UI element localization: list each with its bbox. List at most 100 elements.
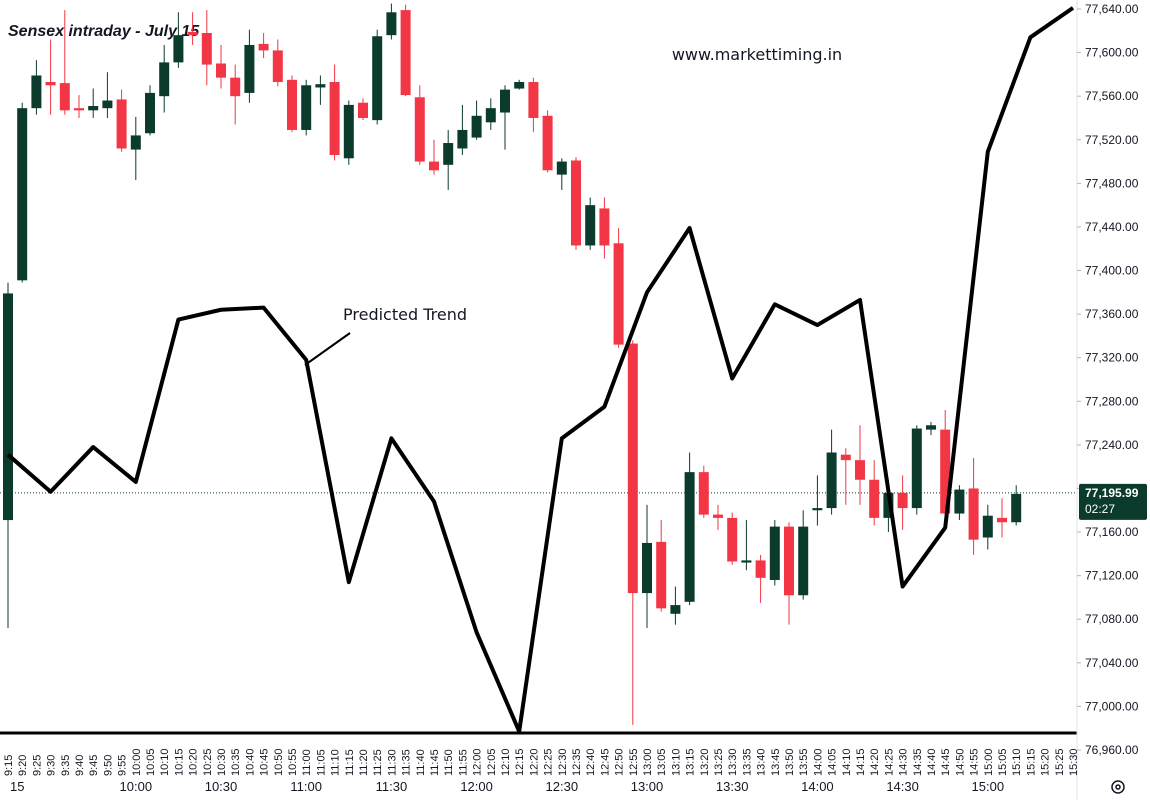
x-tick-label: 14:05 xyxy=(827,748,839,776)
candle-body xyxy=(372,36,383,121)
x-tick-label: 9:25 xyxy=(31,755,43,776)
last-price-label: 77,195.99 xyxy=(1085,486,1139,500)
x-tick-label: 11:05 xyxy=(315,749,327,776)
trend-layer xyxy=(6,6,1075,734)
x-tick-label: 12:50 xyxy=(614,748,626,776)
candle-body xyxy=(670,605,681,614)
x-major-label: 15 xyxy=(10,779,24,794)
last-price-box xyxy=(1079,483,1147,520)
x-tick-label: 14:30 xyxy=(898,748,910,776)
x-tick-label: 12:25 xyxy=(543,748,555,776)
x-tick-label: 11:50 xyxy=(443,749,455,776)
x-tick-label: 15:20 xyxy=(1040,748,1052,776)
candle-body xyxy=(798,526,809,596)
x-tick-label: 9:55 xyxy=(117,755,129,776)
candle-body xyxy=(514,82,525,89)
candle-body xyxy=(855,460,865,480)
x-tick-label: 10:45 xyxy=(259,748,271,776)
candle-body xyxy=(145,92,155,134)
x-tick-label: 14:20 xyxy=(869,748,881,776)
candle-body xyxy=(400,10,411,96)
y-tick-label: 77,160.00 xyxy=(1085,525,1139,539)
candle-body xyxy=(684,472,695,602)
y-tick-label: 77,360.00 xyxy=(1085,307,1139,321)
x-tick-label: 14:45 xyxy=(940,748,952,776)
candle-body xyxy=(556,161,567,175)
x-tick-label: 11:55 xyxy=(457,749,469,776)
candle-body xyxy=(272,50,283,83)
y-tick-label: 77,120.00 xyxy=(1085,569,1139,583)
x-tick-label: 10:35 xyxy=(230,748,242,776)
x-tick-label: 13:40 xyxy=(756,748,768,776)
x-tick-label: 12:30 xyxy=(557,748,569,776)
x-major-label: 13:30 xyxy=(716,779,749,794)
x-tick-label: 11:45 xyxy=(429,749,441,776)
candle-body xyxy=(883,492,894,518)
candle-body xyxy=(17,108,28,281)
y-tick-label: 77,280.00 xyxy=(1085,394,1139,408)
candle-body xyxy=(840,454,851,461)
x-tick-label: 13:20 xyxy=(699,748,711,776)
candle-body xyxy=(443,143,454,165)
x-tick-label: 12:00 xyxy=(472,748,484,776)
candle-body xyxy=(31,75,42,109)
candle-body xyxy=(315,84,326,88)
x-tick-label: 15:00 xyxy=(983,748,995,776)
x-tick-label: 12:35 xyxy=(571,748,583,776)
y-tick-label: 77,480.00 xyxy=(1085,176,1139,190)
x-tick-label: 11:15 xyxy=(344,749,356,776)
x-tick-label: 12:05 xyxy=(486,748,498,776)
candle-body xyxy=(940,429,951,514)
annotation: Predicted Trend xyxy=(343,305,467,324)
candle-body xyxy=(926,425,936,430)
x-tick-label: 15:15 xyxy=(1025,748,1037,776)
x-major-label: 13:00 xyxy=(631,779,664,794)
candle-body xyxy=(542,115,553,171)
candle-body xyxy=(386,12,397,36)
x-tick-label: 14:00 xyxy=(812,748,824,776)
y-tick-label: 77,320.00 xyxy=(1085,351,1139,365)
candle-body xyxy=(698,472,709,515)
x-tick-label: 14:15 xyxy=(855,748,867,776)
candle-body xyxy=(1011,493,1022,523)
y-tick-label: 77,600.00 xyxy=(1085,46,1139,60)
x-tick-label: 14:10 xyxy=(841,748,853,776)
x-tick-label: 11:20 xyxy=(358,749,370,776)
y-tick-label: 77,040.00 xyxy=(1085,656,1139,670)
candle-body xyxy=(656,541,667,609)
x-tick-label: 11:10 xyxy=(330,749,342,776)
candle-body xyxy=(784,526,794,596)
x-tick-label: 13:35 xyxy=(741,748,753,776)
x-tick-label: 12:40 xyxy=(585,748,597,776)
candle-body xyxy=(599,208,610,246)
candle-body xyxy=(116,99,127,149)
candle-body xyxy=(230,77,241,97)
candle-body xyxy=(159,62,170,97)
x-tick-label: 9:45 xyxy=(88,755,100,776)
candle-body xyxy=(329,82,340,156)
countdown: 02:27 xyxy=(1085,502,1115,516)
candle-body xyxy=(3,293,13,521)
x-tick-label: 15:25 xyxy=(1054,748,1066,776)
settings-ring xyxy=(1111,780,1125,794)
x-tick-label: 13:55 xyxy=(798,748,810,776)
x-major-label: 14:00 xyxy=(801,779,834,794)
x-tick-label: 14:25 xyxy=(883,748,895,776)
x-tick-label: 10:40 xyxy=(244,748,256,776)
y-tick-label: 77,440.00 xyxy=(1085,220,1139,234)
x-tick-label: 10:10 xyxy=(159,748,171,776)
candle-body xyxy=(414,97,425,162)
x-tick-label: 11:00 xyxy=(301,749,313,776)
candle-body xyxy=(997,517,1007,523)
x-tick-label: 13:50 xyxy=(784,748,796,776)
candle-body xyxy=(968,488,979,540)
candle-body xyxy=(358,102,368,118)
trend-line xyxy=(6,6,1075,734)
candle-body xyxy=(301,85,312,130)
settings-icon[interactable] xyxy=(1111,780,1125,794)
x-tick-label: 9:40 xyxy=(74,755,86,776)
x-major-label: 12:30 xyxy=(546,779,579,794)
x-tick-label: 10:00 xyxy=(131,748,143,776)
annotation-pointer xyxy=(304,332,351,366)
